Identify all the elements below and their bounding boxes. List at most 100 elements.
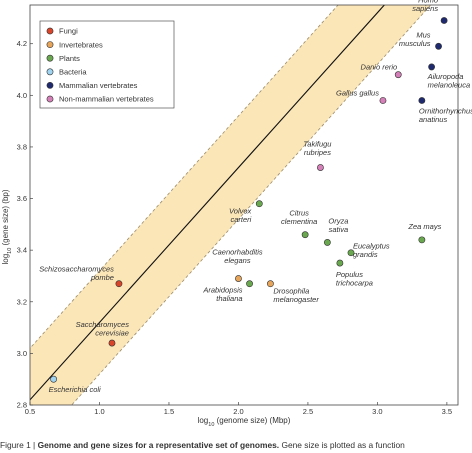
point-label-line: Schizosaccharomyces <box>39 265 114 274</box>
point-label: Zea mays <box>407 222 441 231</box>
data-point-mammalian <box>435 42 442 50</box>
data-point-plants <box>336 259 344 267</box>
point-label: Caenorhabditis elegans <box>212 248 263 266</box>
point-label-line: Saccharomyces <box>76 320 130 329</box>
point-label-line: elegans <box>224 256 251 265</box>
x-axis-title: log10 (genome size) (Mbp) <box>198 416 291 428</box>
point-label-line: grandis <box>353 250 378 259</box>
figure-caption: Figure 1 | Genome and gene sizes for a r… <box>0 440 472 450</box>
scatter-chart: 0.5 1.0 1.5 2.0 2.5 3.0 3.5 2.8 3.0 3.2 3.4 3.6 3.8 4… <box>1 0 472 428</box>
point-label: Populus trichocarpa <box>336 270 373 288</box>
y-tick-label: 3.0 <box>17 349 27 358</box>
point-label-line: Volvox <box>229 207 251 216</box>
y-tick-label: 4.2 <box>17 39 27 48</box>
point-label: Ornithorhynchus anatinus <box>419 106 472 124</box>
point-label-line: Caenorhabditis <box>212 248 263 257</box>
legend-label: Mammalian vertebrates <box>59 81 138 90</box>
point-label-line: Ailuropoda <box>427 72 464 81</box>
legend-marker-bacteria <box>46 68 54 76</box>
point-label-line: melanogaster <box>273 295 319 304</box>
point-label: Escherichia coli <box>49 385 101 394</box>
legend-label: Plants <box>59 54 80 63</box>
point-label-line: melanoleuca <box>428 80 471 89</box>
point-label-line: Mus <box>416 30 430 39</box>
data-point-invertebrates <box>267 280 274 288</box>
regression-line <box>30 5 386 401</box>
point-label-line: Populus <box>336 270 363 279</box>
data-point-plants <box>246 280 253 288</box>
point-label-line: Escherichia coli <box>49 385 101 394</box>
data-point-fungi <box>108 339 116 347</box>
point-label: Drosophila melanogaster <box>273 287 319 305</box>
caption-prefix: Figure 1 | <box>0 440 38 450</box>
confidence-band-layer <box>30 5 431 405</box>
x-tick-label: 2.0 <box>233 407 243 416</box>
y-tick-label: 4.0 <box>17 91 27 100</box>
point-label-line: Danio rerio <box>361 63 398 72</box>
plot-frame <box>29 4 459 406</box>
caption-title: Genome and gene sizes for a representati… <box>37 440 280 450</box>
y-tick-label: 3.2 <box>17 297 27 306</box>
point-label-line: Citrus <box>289 209 309 218</box>
y-tick-label: 2.8 <box>17 401 27 410</box>
point-label: Ailuropoda melanoleuca <box>427 72 471 90</box>
legend-marker-invertebrates <box>46 41 54 48</box>
confidence-band <box>30 5 431 405</box>
x-tick-label: 0.5 <box>25 407 35 416</box>
point-label: Gallus gallus <box>336 88 379 97</box>
point-label: Citrus clementina <box>281 209 317 227</box>
point-label-line: trichocarpa <box>336 279 373 288</box>
data-point-plants <box>323 239 331 246</box>
point-label: Mus musculus <box>399 30 431 48</box>
data-point-mammalian <box>440 17 448 24</box>
point-label-line: carteri <box>230 215 251 224</box>
data-point-nonmammalian <box>379 97 387 104</box>
y-tick-label: 3.6 <box>17 194 27 203</box>
data-point-mammalian <box>428 63 435 71</box>
x-tick-label: 2.5 <box>303 407 313 416</box>
legend-box <box>39 20 175 109</box>
x-tick-label: 3.0 <box>372 407 382 416</box>
point-label-line: Homo <box>418 0 438 4</box>
point-label-line: Gallus gallus <box>336 88 379 97</box>
legend-label: Bacteria <box>59 68 87 77</box>
point-label-line: sapiens <box>412 4 438 13</box>
point-label: Schizosaccharomyces pombe <box>39 265 114 283</box>
legend-label: Invertebrates <box>59 40 103 49</box>
point-label-line: clementina <box>281 217 317 226</box>
point-label: Volvox carteri <box>229 207 252 225</box>
y-tick-label: 3.4 <box>17 246 27 255</box>
legend-marker-fungi <box>46 27 54 35</box>
x-tick-label: 3.5 <box>442 407 452 416</box>
point-label-line: thaliana <box>216 294 242 303</box>
legend-label: Non-mammalian vertebrates <box>59 95 154 104</box>
y-tick-label: 3.8 <box>17 142 27 151</box>
data-point-mammalian <box>418 97 426 104</box>
point-label: Eucalyptus grandis <box>353 242 390 260</box>
point-label-line: sativa <box>329 225 349 234</box>
data-point-plants <box>347 249 355 257</box>
point-label: Oryza sativa <box>328 216 348 234</box>
data-points <box>50 17 448 383</box>
data-point-nonmammalian <box>317 164 324 171</box>
point-label: Saccharomyces cerevisiae <box>76 320 130 338</box>
point-label-line: Ornithorhynchus <box>419 106 472 115</box>
regression-layer <box>30 5 432 405</box>
legend-marker-nonmammalian <box>46 95 54 103</box>
data-point-invertebrates <box>235 275 242 282</box>
data-point-nonmammalian <box>394 71 402 79</box>
y-axis-title: log10 (gene size) (bp) <box>1 189 13 264</box>
x-tick-label: 1.0 <box>94 407 104 416</box>
legend-marker-plants <box>46 54 54 62</box>
point-label-line: Oryza <box>328 216 348 225</box>
legend-label: Fungi <box>59 27 78 36</box>
point-label: Homosapiens <box>412 0 438 13</box>
point-label: Arabidopsis thaliana <box>202 286 242 304</box>
caption-text: Gene size is plotted as a function <box>279 440 405 450</box>
point-label-line: Drosophila <box>273 287 309 296</box>
data-point-plants <box>255 200 263 208</box>
data-point-fungi <box>115 280 123 288</box>
x-tick-label: 1.5 <box>164 407 174 416</box>
point-label-line: anatinus <box>419 115 448 124</box>
